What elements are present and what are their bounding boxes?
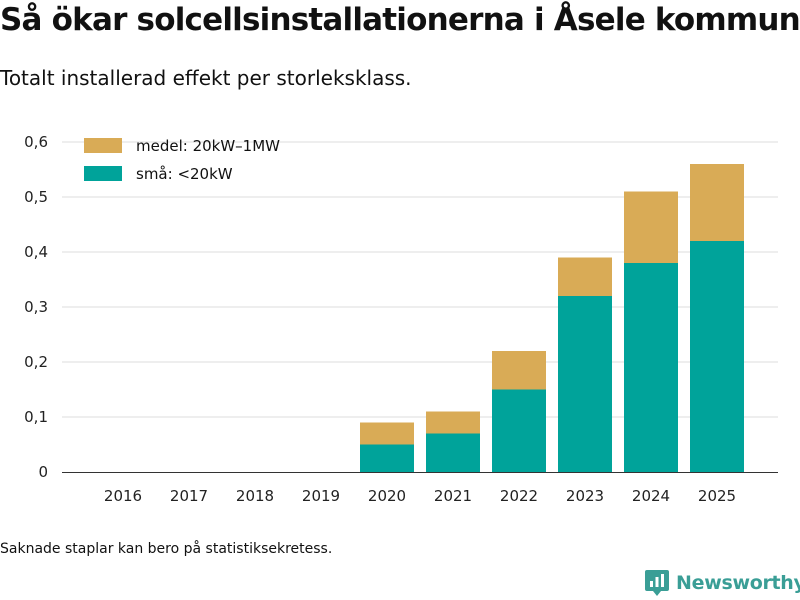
- x-tick-label: 2016: [104, 487, 142, 505]
- legend-label-medel: medel: 20kW–1MW: [136, 137, 280, 155]
- x-axis-tick-labels: 2016 2017 2018 2019 2020 2021 2022 2023 2024 2025: [104, 487, 736, 505]
- brand-logo[interactable]: Newsworthy: [644, 568, 800, 598]
- x-tick-label: 2020: [368, 487, 406, 505]
- x-tick-label: 2018: [236, 487, 274, 505]
- y-tick-label: 0,5: [24, 188, 48, 206]
- bar-medel-2024: [624, 191, 678, 263]
- page-title: Så ökar solcellsinstallationerna i Åsele…: [0, 2, 800, 38]
- y-tick-label: 0,6: [24, 133, 48, 151]
- bar-sma-2021: [426, 433, 480, 472]
- bar-sma-2020: [360, 444, 414, 472]
- bar-sma-2024: [624, 263, 678, 472]
- footnote: Saknade staplar kan bero på statistiksek…: [0, 541, 333, 557]
- bar-medel-2023: [558, 257, 612, 296]
- x-tick-label: 2025: [698, 487, 736, 505]
- legend: medel: 20kW–1MW små: <20kW: [84, 137, 280, 183]
- bar-medel-2020: [360, 422, 414, 445]
- page-subtitle: Totalt installerad effekt per storlekskl…: [0, 66, 412, 90]
- legend-swatch-sma: [84, 166, 122, 181]
- bar-sma-2023: [558, 296, 612, 472]
- x-tick-label: 2021: [434, 487, 472, 505]
- y-tick-label: 0,1: [24, 408, 48, 426]
- bar-medel-2025: [690, 164, 744, 241]
- bar-medel-2021: [426, 411, 480, 434]
- x-tick-label: 2024: [632, 487, 670, 505]
- newsworthy-logo-icon: [645, 570, 669, 596]
- x-tick-label: 2023: [566, 487, 604, 505]
- y-axis-tick-labels: 0 0,1 0,2 0,3 0,4 0,5 0,6: [24, 133, 48, 481]
- y-tick-label: 0,3: [24, 298, 48, 316]
- bar-sma-2025: [690, 241, 744, 472]
- bar-medel-2022: [492, 351, 546, 390]
- brand-name: Newsworthy: [676, 572, 800, 594]
- legend-swatch-medel: [84, 138, 122, 153]
- x-tick-label: 2017: [170, 487, 208, 505]
- bars: [360, 164, 744, 472]
- y-tick-label: 0: [38, 463, 48, 481]
- y-tick-label: 0,4: [24, 243, 48, 261]
- y-tick-label: 0,2: [24, 353, 48, 371]
- x-tick-label: 2019: [302, 487, 340, 505]
- legend-label-sma: små: <20kW: [136, 165, 233, 183]
- bar-sma-2022: [492, 389, 546, 472]
- x-tick-label: 2022: [500, 487, 538, 505]
